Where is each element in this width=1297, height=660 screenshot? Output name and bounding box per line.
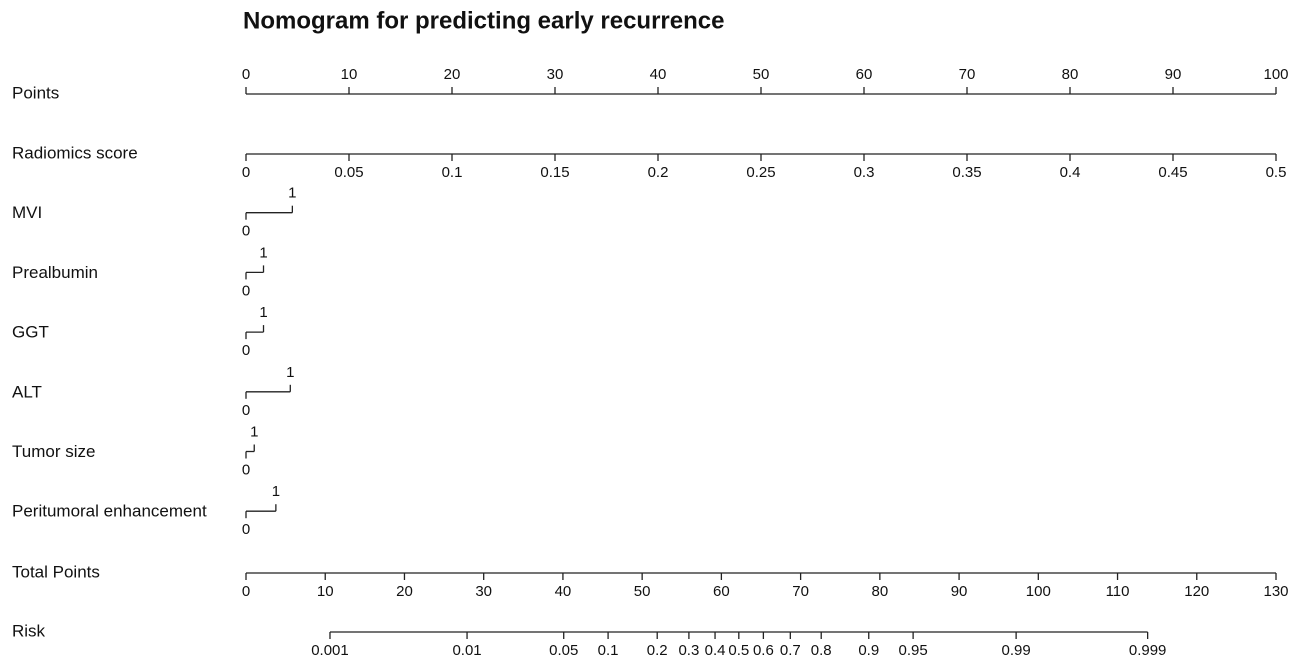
row-label: MVI [12, 203, 42, 222]
tick-label: 0 [242, 282, 250, 299]
tick-label: 0.99 [1002, 642, 1031, 659]
tick-label: 50 [634, 583, 651, 600]
tick-label: 0.1 [598, 642, 619, 659]
tick-label: 0.05 [334, 164, 363, 181]
tick-label: 1 [286, 364, 294, 381]
tick-label: 0 [242, 402, 250, 419]
tick-label: 0.35 [952, 164, 981, 181]
tick-label: 0.4 [705, 642, 726, 659]
tick-label: 0.9 [858, 642, 879, 659]
tick-label: 0 [242, 583, 250, 600]
tick-label: 0.45 [1158, 164, 1187, 181]
tick-label: 0.25 [746, 164, 775, 181]
tick-label: 70 [959, 66, 976, 83]
row-label: Peritumoral enhancement [12, 502, 207, 521]
tick-label: 0.8 [811, 642, 832, 659]
tick-label: 0.4 [1060, 164, 1081, 181]
tick-label: 0.7 [780, 642, 801, 659]
row-label: Prealbumin [12, 263, 98, 282]
tick-label: 1 [250, 423, 258, 440]
tick-label: 40 [555, 583, 572, 600]
tick-label: 0.5 [1266, 164, 1287, 181]
row-label: Tumor size [12, 442, 95, 461]
tick-label: 50 [753, 66, 770, 83]
tick-label: 10 [341, 66, 358, 83]
tick-label: 60 [713, 583, 730, 600]
row-label: Risk [12, 621, 46, 640]
tick-label: 0 [242, 461, 250, 478]
tick-label: 100 [1026, 583, 1051, 600]
row-label: Total Points [12, 562, 100, 581]
tick-label: 10 [317, 583, 334, 600]
tick-label: 0.1 [442, 164, 463, 181]
tick-label: 0.05 [549, 642, 578, 659]
tick-label: 0.01 [452, 642, 481, 659]
tick-label: 0 [242, 342, 250, 359]
tick-label: 90 [1165, 66, 1182, 83]
tick-label: 30 [475, 583, 492, 600]
tick-label: 0.2 [648, 164, 669, 181]
tick-label: 0.001 [311, 642, 349, 659]
tick-label: 90 [951, 583, 968, 600]
tick-label: 0.3 [854, 164, 875, 181]
tick-label: 110 [1106, 583, 1130, 600]
tick-label: 0 [242, 66, 250, 83]
tick-label: 0.5 [728, 642, 749, 659]
tick-label: 20 [444, 66, 461, 83]
row-label: ALT [12, 382, 42, 401]
tick-label: 1 [259, 304, 267, 321]
tick-label: 70 [792, 583, 809, 600]
tick-label: 80 [872, 583, 889, 600]
tick-label: 0.2 [647, 642, 668, 659]
tick-label: 0.6 [753, 642, 774, 659]
row-label: Points [12, 83, 59, 102]
tick-label: 120 [1184, 583, 1209, 600]
tick-label: 60 [856, 66, 873, 83]
row-label: GGT [12, 323, 49, 342]
tick-label: 0 [242, 223, 250, 240]
tick-label: 0 [242, 164, 250, 181]
tick-label: 100 [1263, 66, 1288, 83]
chart-title: Nomogram for predicting early recurrence [243, 7, 724, 34]
tick-label: 0 [242, 521, 250, 538]
tick-label: 1 [259, 244, 267, 261]
tick-label: 0.15 [540, 164, 569, 181]
tick-label: 130 [1263, 583, 1288, 600]
row-label: Radiomics score [12, 143, 138, 162]
tick-label: 20 [396, 583, 413, 600]
tick-label: 30 [547, 66, 564, 83]
tick-label: 1 [272, 483, 280, 500]
tick-label: 0.3 [678, 642, 699, 659]
tick-label: 0.95 [899, 642, 928, 659]
tick-label: 1 [288, 185, 296, 202]
tick-label: 0.999 [1129, 642, 1167, 659]
tick-label: 80 [1062, 66, 1079, 83]
tick-label: 40 [650, 66, 667, 83]
